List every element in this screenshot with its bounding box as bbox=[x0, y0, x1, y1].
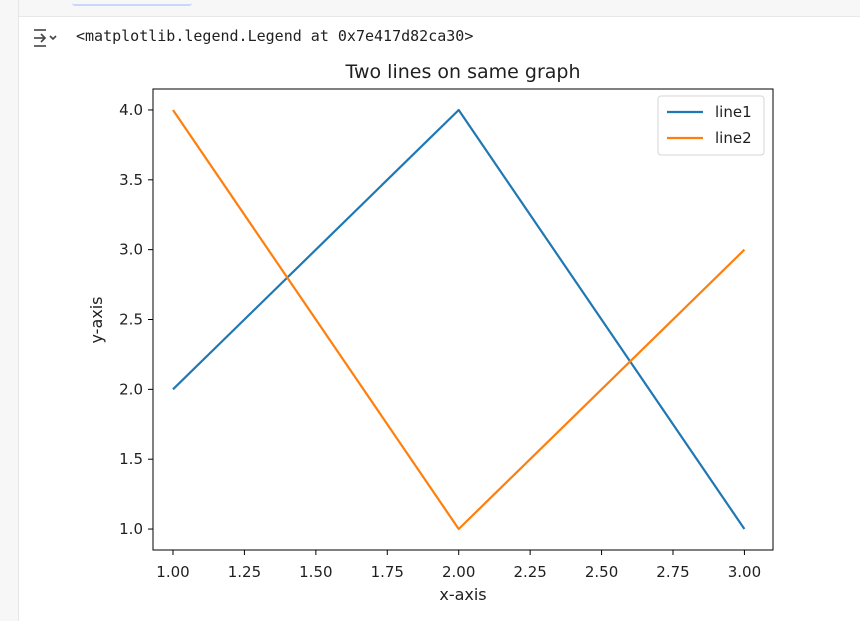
x-tick-label: 3.00 bbox=[728, 563, 761, 581]
legend-box bbox=[657, 95, 765, 156]
y-axis-label: y-axis bbox=[87, 296, 106, 343]
y-tick-label: 2.5 bbox=[119, 311, 143, 329]
y-tick-label: 3.5 bbox=[119, 171, 143, 189]
output-collapse-icon[interactable] bbox=[30, 26, 60, 50]
y-axis-ticks: 1.0 1.5 2.0 2.5 3.0 3.5 4.0 bbox=[119, 101, 153, 538]
cell-gutter bbox=[0, 0, 19, 621]
x-tick-label: 2.75 bbox=[656, 563, 689, 581]
x-tick-label: 1.25 bbox=[228, 563, 261, 581]
plot-marks bbox=[172, 108, 746, 531]
plot-frame bbox=[152, 88, 774, 551]
x-tick-label: 1.00 bbox=[156, 563, 189, 581]
y-tick-label: 2.0 bbox=[119, 380, 143, 398]
cell-top-strip bbox=[0, 0, 860, 17]
y-tick-label: 1.0 bbox=[119, 520, 143, 538]
x-tick-label: 1.75 bbox=[371, 563, 404, 581]
y-tick-label: 1.5 bbox=[119, 450, 143, 468]
x-tick-label: 2.00 bbox=[442, 563, 475, 581]
x-axis-label: x-axis bbox=[439, 585, 486, 604]
legend: line1 line2 bbox=[657, 95, 765, 156]
chart-title: Two lines on same graph bbox=[345, 61, 581, 83]
x-tick-label: 2.50 bbox=[585, 563, 618, 581]
code-cell-tail bbox=[72, 0, 192, 6]
x-tick-label: 1.50 bbox=[299, 563, 332, 581]
series-line-line1 bbox=[172, 108, 746, 530]
x-axis-ticks: 1.00 1.25 1.50 1.75 2.00 2.25 2.50 2.75 3.00 bbox=[156, 550, 761, 581]
x-tick-label: 2.25 bbox=[513, 563, 546, 581]
legend-label-line1: line1 bbox=[715, 103, 752, 121]
series-line-line2 bbox=[172, 109, 746, 531]
y-tick-label: 3.0 bbox=[119, 241, 143, 259]
legend-label-line2: line2 bbox=[715, 129, 752, 147]
output-repr-text: <matplotlib.legend.Legend at 0x7e417d82c… bbox=[76, 27, 474, 45]
y-tick-label: 4.0 bbox=[119, 101, 143, 119]
